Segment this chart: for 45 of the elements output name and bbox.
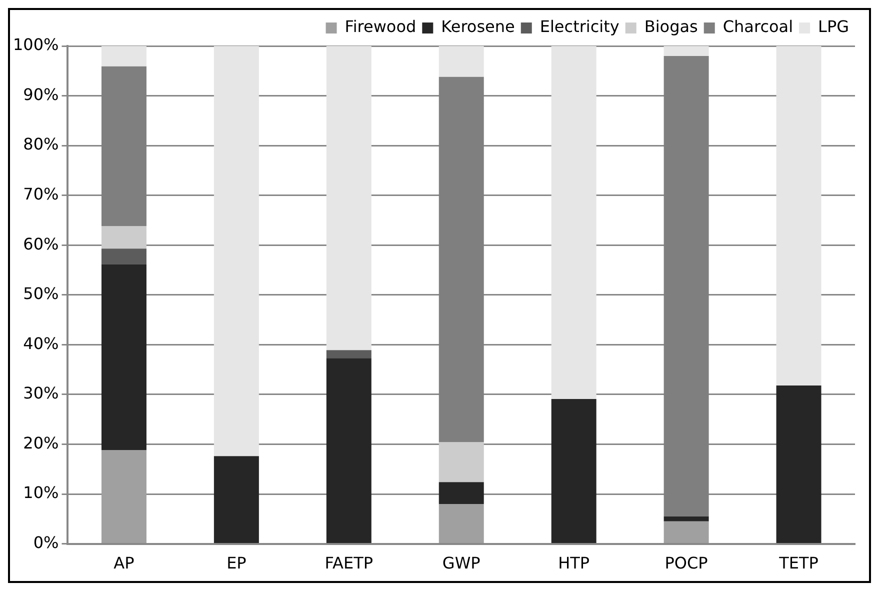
- bar: [438, 442, 484, 482]
- bar: [438, 482, 484, 504]
- bar: [776, 46, 822, 386]
- y-tick-label: 20%: [23, 433, 59, 452]
- bar: [551, 398, 596, 544]
- y-tick-label: 40%: [23, 334, 59, 353]
- y-tick-label: 10%: [23, 483, 59, 502]
- bar: [101, 46, 146, 66]
- bar: [438, 46, 484, 77]
- bar: [326, 358, 372, 544]
- y-tick-label: 90%: [23, 84, 59, 104]
- bar: [326, 46, 372, 350]
- legend-label: Biogas: [644, 17, 698, 36]
- bar: [664, 521, 709, 544]
- y-tick-label: 0%: [33, 532, 59, 552]
- y-tick-label: 50%: [23, 284, 59, 304]
- legend-label: LPG: [818, 17, 850, 36]
- bar: [551, 46, 596, 399]
- bar: [101, 226, 146, 249]
- x-tick-label: AP: [114, 554, 135, 573]
- x-tick-label: HTP: [558, 554, 590, 573]
- y-tick-label: 30%: [23, 384, 59, 403]
- y-tick-label: 70%: [23, 184, 59, 204]
- legend-label: Firewood: [344, 17, 416, 36]
- bar: [214, 456, 259, 544]
- bar: [101, 248, 146, 265]
- bar: [101, 450, 146, 544]
- x-tick-label: TETP: [778, 554, 819, 573]
- bar: [776, 386, 822, 544]
- y-tick-label: 60%: [23, 234, 59, 254]
- x-tick-label: GWP: [442, 554, 481, 573]
- x-tick-label: FAETP: [324, 554, 374, 573]
- x-tick-label: POCP: [664, 554, 708, 573]
- y-tick-label: 100%: [12, 35, 59, 54]
- legend-label: Electricity: [540, 17, 620, 36]
- bar: [101, 264, 146, 450]
- legend-label: Kerosene: [441, 17, 515, 36]
- bar: [214, 46, 259, 456]
- legend-label: Charcoal: [722, 17, 794, 36]
- x-tick-label: EP: [226, 554, 247, 573]
- bar: [664, 46, 709, 56]
- bar: [438, 504, 484, 544]
- bar: [664, 516, 709, 522]
- y-tick-label: 80%: [23, 134, 59, 154]
- bar: [326, 350, 372, 358]
